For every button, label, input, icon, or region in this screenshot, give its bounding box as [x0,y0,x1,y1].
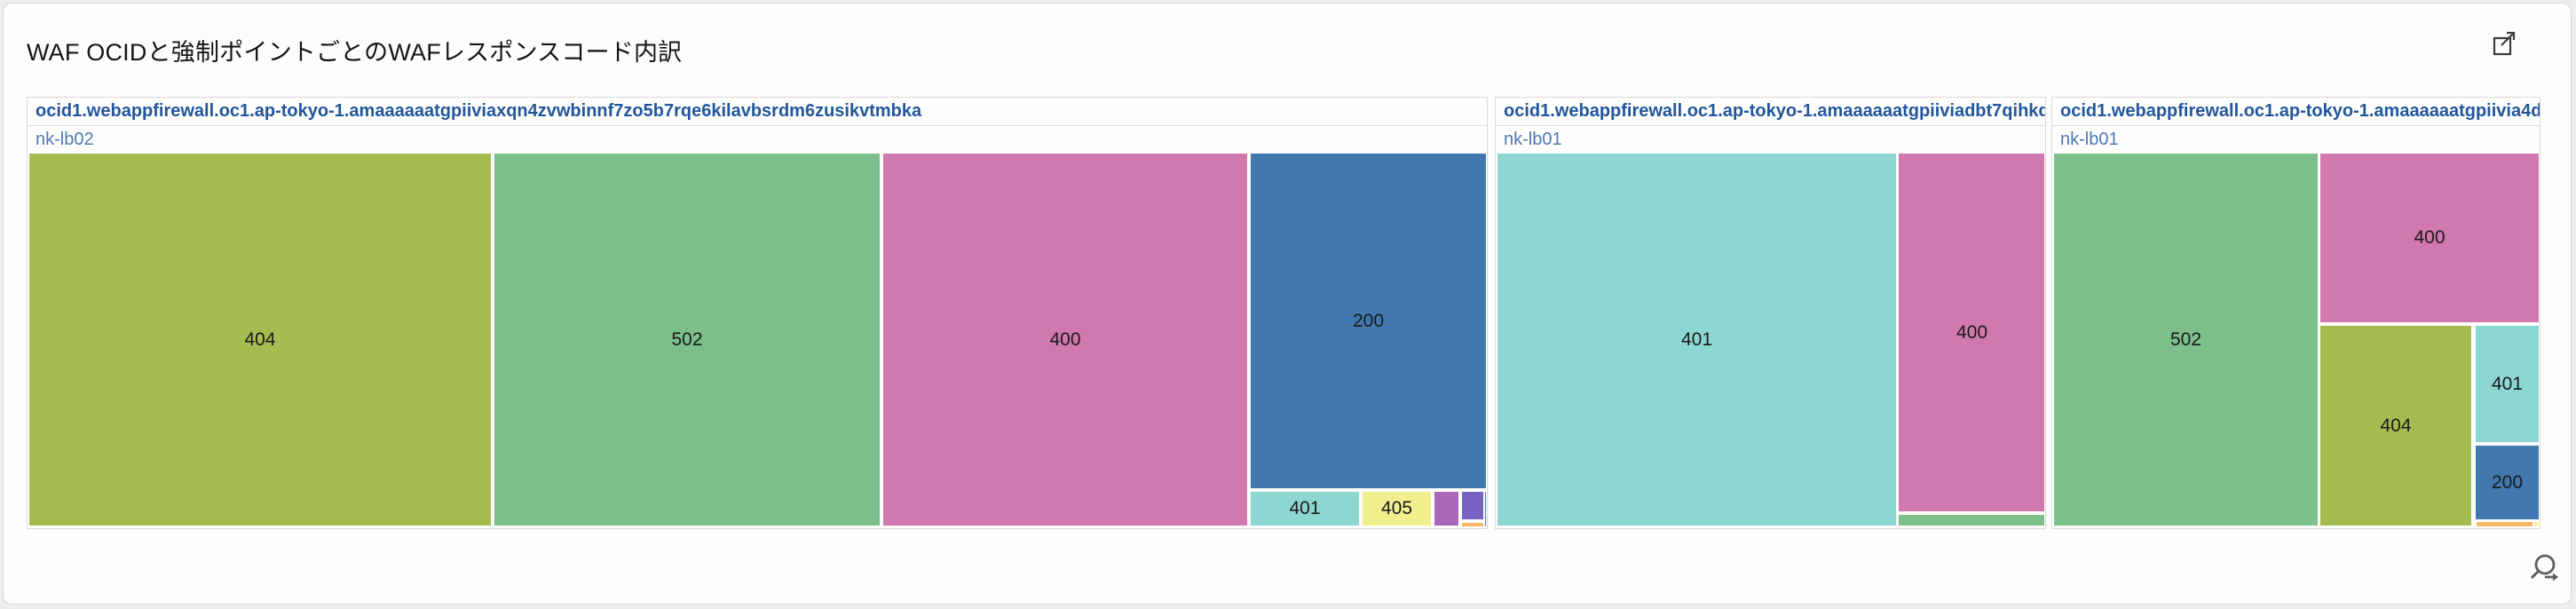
treemap-cell-unlabeled[interactable] [1899,515,2044,526]
treemap-cell-unlabeled[interactable] [1462,492,1483,519]
enforcement-point-label: nk-lb01 [1504,130,1562,149]
treemap-cell-400[interactable]: 400 [2320,154,2539,322]
panel-ocid-header[interactable]: ocid1.webappfirewall.oc1.ap-tokyo-1.amaa… [2052,98,2540,126]
treemap-cell-401[interactable]: 401 [2476,326,2539,442]
treemap-cell-404[interactable]: 404 [2320,326,2471,526]
zoom-to-selection-button[interactable] [2528,552,2565,589]
panel-ocid-header[interactable]: ocid1.webappfirewall.oc1.ap-tokyo-1.amaa… [1496,98,2045,126]
treemap-cell-unlabeled[interactable] [2477,522,2533,526]
treemap-cell-401[interactable]: 401 [1497,154,1896,526]
metric-widget-card: WAF OCIDと強制ポイントごとのWAFレスポンスコード内訳 ocid1.we… [3,3,2572,605]
treemap-cell-unlabeled[interactable] [1485,492,1486,526]
treemap-cell-unlabeled[interactable] [2534,522,2539,526]
widget-title: WAF OCIDと強制ポイントごとのWAFレスポンスコード内訳 [27,39,683,66]
treemap-cell-405[interactable]: 405 [1363,492,1431,526]
treemap-cell-200[interactable]: 200 [1251,154,1486,488]
enforcement-point-label: nk-lb01 [2060,130,2119,149]
treemap-cell-401[interactable]: 401 [1251,492,1359,526]
treemap-panel-1: ocid1.webappfirewall.oc1.ap-tokyo-1.amaa… [27,97,1488,529]
treemap-panel-3: ocid1.webappfirewall.oc1.ap-tokyo-1.amaa… [2051,97,2540,529]
treemap-cells-area: 404 502 400 200 401 405 [28,152,1486,527]
treemap-cell-400[interactable]: 400 [883,154,1247,526]
panel-ocid-header[interactable]: ocid1.webappfirewall.oc1.ap-tokyo-1.amaa… [28,98,1487,126]
zoom-to-selection-icon [2528,554,2565,592]
treemap-cell-404[interactable]: 404 [29,154,491,526]
treemap-cell-unlabeled[interactable] [1462,523,1483,526]
treemap-cell-502[interactable]: 502 [2054,154,2318,526]
treemap-cells-area: 502 400 404 401 200 [2053,152,2539,527]
enforcement-point-label: nk-lb02 [36,130,94,149]
treemap-cell-unlabeled[interactable] [1434,492,1458,526]
open-in-new-window-button[interactable] [2490,28,2518,57]
open-in-new-window-icon [2490,31,2518,59]
treemap-panel-2: ocid1.webappfirewall.oc1.ap-tokyo-1.amaa… [1495,97,2046,529]
treemap-cell-400[interactable]: 400 [1899,154,2044,511]
treemap-cells-area: 401 400 [1497,152,2044,527]
treemap-cell-200[interactable]: 200 [2476,446,2539,519]
treemap-cell-502[interactable]: 502 [494,154,880,526]
